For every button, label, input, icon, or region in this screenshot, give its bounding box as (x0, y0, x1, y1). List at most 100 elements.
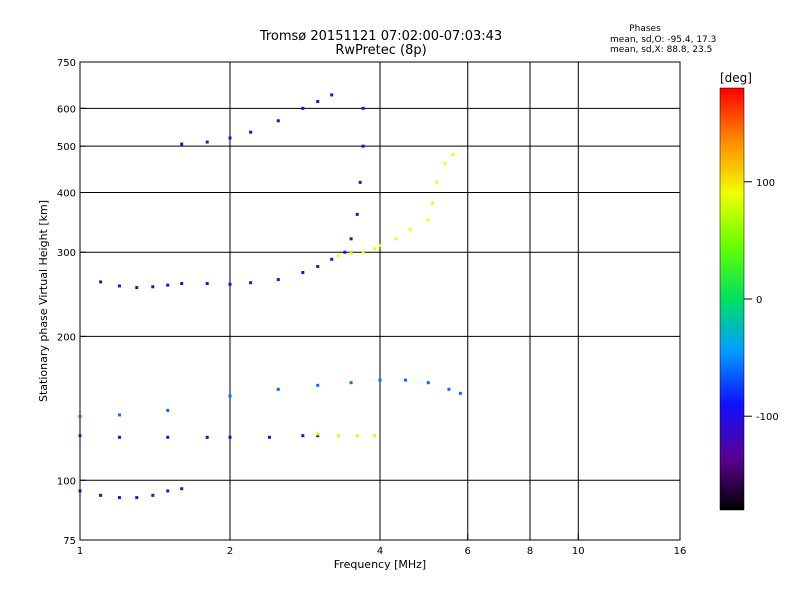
data-point-x-mode-f-layer (378, 243, 382, 247)
data-point-o-mode-e-layer (228, 435, 232, 439)
y-tick-label: 600 (57, 104, 76, 115)
data-point-es-traces (447, 387, 451, 391)
data-point-low-trace (99, 493, 103, 497)
data-point-o-mode-f-layer-lower-branch (228, 282, 232, 286)
x-tick-label: 6 (465, 546, 471, 557)
data-point-o-mode-f-layer-lower-branch (99, 280, 103, 284)
y-tick-label: 750 (57, 58, 76, 69)
x-tick-label: 4 (377, 546, 383, 557)
data-point-low-trace (135, 496, 139, 500)
data-point-es-traces (458, 391, 462, 395)
data-point-o-mode-e-layer (78, 434, 82, 438)
data-point-o-mode-f-layer-lower-branch (358, 180, 362, 184)
data-point-es-traces (316, 383, 320, 387)
data-point-o-mode-f-layer-upper-branch (228, 136, 232, 140)
grid-lines (80, 62, 680, 540)
data-point-low-trace (180, 487, 184, 491)
y-tick-label: 75 (63, 536, 76, 547)
data-point-o-mode-f-layer-lower-branch (355, 212, 359, 216)
data-point-o-mode-f-layer-upper-branch (249, 130, 253, 134)
data-point-o-mode-e-layer (205, 435, 209, 439)
y-tick-label: 400 (57, 188, 76, 199)
chart-subtitle: RwPretec (8p) (335, 43, 426, 58)
x-axis-label: Frequency [MHz] (334, 558, 426, 571)
data-point-x-mode-f-layer (431, 201, 435, 205)
data-point-o-mode-f-layer-lower-branch (180, 282, 184, 286)
data-point-x-mode-f-layer (443, 161, 447, 165)
data-point-o-mode-f-layer-lower-branch (343, 250, 347, 254)
data-point-es-traces (78, 414, 82, 418)
data-point-x-mode-f-layer (361, 250, 365, 254)
y-tick-label: 500 (57, 142, 76, 153)
data-point-es-traces (378, 378, 382, 382)
data-point-o-mode-f-layer-upper-branch (301, 106, 305, 110)
data-points (78, 93, 462, 500)
y-tick-label: 100 (57, 476, 76, 487)
data-point-es-traces (276, 387, 280, 391)
data-point-o-mode-f-layer-lower-branch (249, 281, 253, 285)
data-point-o-mode-f-layer-lower-branch (205, 282, 209, 286)
data-point-o-mode-f-layer-upper-branch (180, 142, 184, 146)
data-point-o-mode-f-layer-lower-branch (349, 237, 353, 241)
x-tick-label: 16 (674, 546, 687, 557)
phase-heading: Phases (629, 24, 661, 34)
data-point-o-mode-e-layer (267, 435, 271, 439)
data-point-es-traces (426, 381, 430, 385)
data-point-x-mode-f-layer (435, 180, 439, 184)
data-point-x-mode-f-layer (408, 227, 412, 231)
data-point-x-mode-f-layer (426, 218, 430, 222)
data-point-o-mode-e-layer (117, 435, 121, 439)
chart-title: Tromsø 20151121 07:02:00-07:03:43 (259, 29, 502, 44)
colorbar-unit: [deg] (720, 71, 752, 85)
data-point-o-mode-f-layer-lower-branch (276, 278, 280, 282)
data-point-x-mode-f-layer (394, 237, 398, 241)
x-tick-label: 1 (77, 546, 83, 557)
data-point-x-mode-f-layer (349, 252, 353, 256)
colorbar-tick-label: 0 (756, 295, 762, 306)
data-point-x-mode-f-layer (451, 153, 455, 157)
y-tick-label: 200 (57, 332, 76, 343)
colorbar-tick-label: -100 (756, 412, 779, 423)
data-point-low-trace (151, 493, 155, 497)
phase-x-stats: mean, sd,X: 88.8, 23.5 (610, 45, 712, 55)
data-point-es-traces (403, 378, 407, 382)
axis-ticks: 1 2 4 6 8 10 16 75 100 200 300 400 500 600 750 (57, 58, 686, 557)
data-point-o-mode-f-layer-upper-branch (276, 119, 280, 123)
x-tick-label: 10 (572, 546, 585, 557)
data-point-low-trace (166, 489, 170, 493)
data-point-o-mode-f-layer-lower-branch (301, 271, 305, 275)
x-tick-label: 8 (527, 546, 533, 557)
y-axis-label: Stationary phase Virtual Height [km] (37, 200, 50, 402)
data-point-es-traces (349, 381, 353, 385)
data-point-o-mode-e-layer (166, 435, 170, 439)
colorbar-ticks: 100 0 -100 (744, 178, 779, 423)
data-point-o-mode-f-layer-lower-branch (361, 144, 365, 148)
data-point-o-mode-f-layer-lower-branch (361, 106, 365, 110)
data-point-x-mode-f-layer (373, 247, 377, 251)
data-point-o-mode-f-layer-upper-branch (205, 140, 209, 144)
phase-o-stats: mean, sd,O: -95.4, 17.3 (610, 35, 716, 45)
data-point-o-mode-e-layer (316, 434, 320, 438)
data-point-o-mode-f-layer-upper-branch (316, 100, 320, 104)
data-point-o-mode-f-layer-lower-branch (330, 257, 334, 261)
data-point-es-traces (228, 394, 232, 398)
x-tick-label: 2 (227, 546, 233, 557)
data-point-x-mode-e-layer (373, 434, 377, 438)
data-point-x-mode-e-layer (316, 432, 320, 436)
data-point-es-traces (166, 408, 170, 412)
y-tick-label: 300 (57, 248, 76, 259)
data-point-o-mode-f-layer-upper-branch (330, 93, 334, 97)
data-point-low-trace (117, 496, 121, 500)
data-point-o-mode-f-layer-lower-branch (117, 284, 121, 288)
colorbar-tick-label: 100 (756, 178, 775, 189)
data-point-o-mode-f-layer-lower-branch (166, 283, 170, 287)
data-point-es-traces (117, 413, 121, 417)
data-point-o-mode-f-layer-lower-branch (151, 285, 155, 289)
data-point-o-mode-e-layer (301, 434, 305, 438)
data-point-o-mode-f-layer-lower-branch (316, 265, 320, 269)
data-point-x-mode-f-layer (336, 254, 340, 258)
data-point-x-mode-e-layer (355, 434, 359, 438)
colorbar (719, 87, 745, 511)
data-point-low-trace (78, 489, 82, 493)
